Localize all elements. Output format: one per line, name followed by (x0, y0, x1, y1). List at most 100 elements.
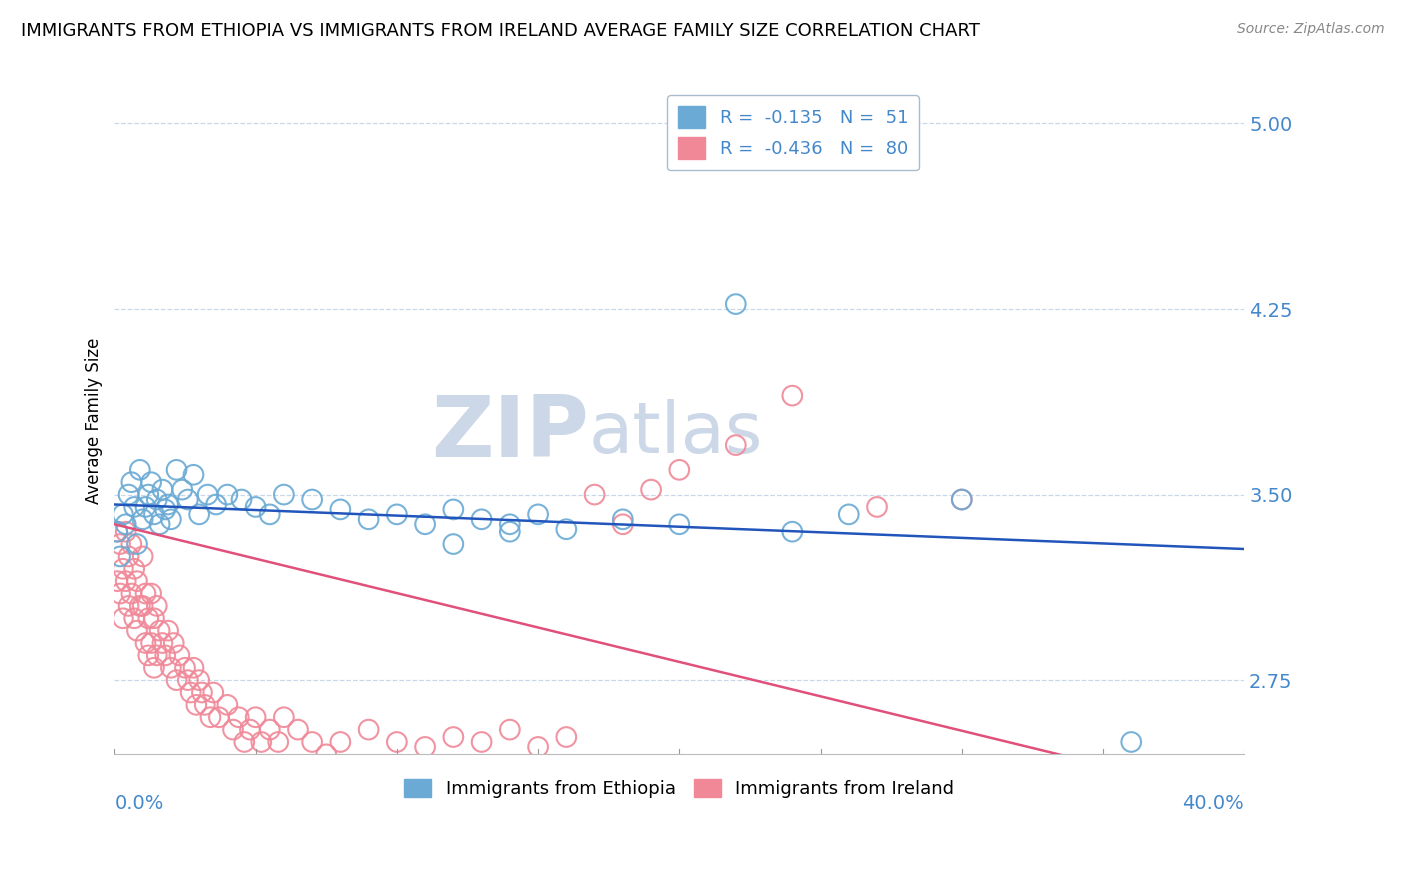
Point (163, 636, 186, 650)
Point (273, 710, 295, 724)
Point (114, 517, 136, 532)
Point (239, 723, 262, 737)
Point (668, 463, 690, 477)
Point (188, 673, 211, 687)
Point (139, 475, 162, 490)
Point (142, 661, 165, 675)
Point (166, 673, 188, 687)
Point (114, 524, 136, 539)
Point (120, 475, 142, 490)
Point (301, 735, 323, 749)
Point (441, 537, 464, 551)
Point (499, 723, 522, 737)
Point (120, 586, 142, 600)
Point (136, 611, 159, 625)
Point (287, 723, 309, 737)
Point (108, 586, 131, 600)
Point (146, 492, 169, 507)
Point (128, 599, 150, 613)
Point (120, 537, 142, 551)
Point (612, 512, 634, 526)
Point (139, 586, 162, 600)
Point (136, 648, 159, 663)
Point (152, 483, 174, 497)
Text: Source: ZipAtlas.com: Source: ZipAtlas.com (1237, 22, 1385, 37)
Point (1121, 735, 1143, 749)
Point (131, 512, 153, 526)
Text: atlas: atlas (589, 400, 763, 468)
Point (169, 648, 191, 663)
Y-axis label: Average Family Size: Average Family Size (86, 337, 103, 504)
Point (197, 487, 219, 501)
Point (441, 730, 464, 744)
Point (155, 648, 177, 663)
Point (222, 723, 245, 737)
Point (125, 574, 148, 589)
Point (950, 492, 973, 507)
Point (228, 710, 250, 724)
Point (183, 661, 205, 675)
Point (105, 524, 128, 539)
Point (245, 500, 267, 514)
Point (724, 297, 747, 311)
Point (134, 500, 156, 514)
Point (114, 574, 136, 589)
Point (111, 611, 134, 625)
Point (177, 492, 200, 507)
Point (499, 517, 522, 532)
Point (315, 747, 337, 762)
Point (157, 624, 180, 638)
Point (160, 661, 183, 675)
Point (117, 599, 139, 613)
Point (499, 524, 522, 539)
Point (250, 735, 273, 749)
Point (108, 537, 131, 551)
Point (134, 586, 156, 600)
Point (357, 723, 380, 737)
Point (413, 517, 436, 532)
Point (139, 636, 162, 650)
Point (329, 502, 352, 516)
Point (125, 624, 148, 638)
Point (471, 512, 494, 526)
Point (301, 492, 323, 507)
Point (142, 508, 165, 522)
Text: 40.0%: 40.0% (1182, 795, 1244, 814)
Point (866, 500, 889, 514)
Point (782, 389, 804, 403)
Point (217, 698, 239, 712)
Point (122, 611, 145, 625)
Point (471, 735, 494, 749)
Point (117, 487, 139, 501)
Point (385, 508, 408, 522)
Point (205, 498, 228, 512)
Point (555, 730, 578, 744)
Point (136, 487, 159, 501)
Point (131, 549, 153, 564)
Point (122, 500, 145, 514)
Point (527, 508, 550, 522)
Point (152, 636, 174, 650)
Point (267, 735, 290, 749)
Legend: Immigrants from Ethiopia, Immigrants from Ireland: Immigrants from Ethiopia, Immigrants fro… (396, 772, 962, 805)
Point (128, 463, 150, 477)
Point (413, 739, 436, 754)
Point (149, 517, 172, 532)
Point (233, 735, 256, 749)
Point (180, 685, 202, 699)
Point (174, 661, 197, 675)
Point (183, 467, 205, 482)
Point (186, 698, 208, 712)
Point (188, 508, 211, 522)
Point (668, 517, 690, 532)
Point (146, 648, 169, 663)
Point (838, 508, 860, 522)
Point (108, 549, 131, 564)
Point (117, 549, 139, 564)
Point (191, 685, 214, 699)
Point (105, 574, 128, 589)
Point (527, 739, 550, 754)
Point (245, 710, 267, 724)
Text: ZIP: ZIP (432, 392, 589, 475)
Point (177, 673, 200, 687)
